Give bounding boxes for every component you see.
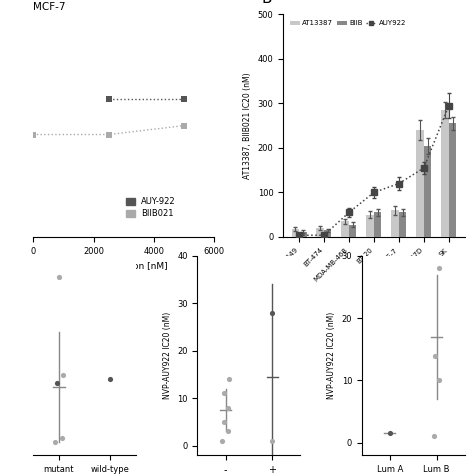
Bar [324, 230, 331, 237]
Bar [341, 221, 349, 237]
Bar [349, 225, 356, 237]
Bar [449, 123, 456, 237]
Bar [317, 228, 324, 237]
Y-axis label: NVP-AUY922 IC20 (nM): NVP-AUY922 IC20 (nM) [327, 312, 336, 399]
Bar [441, 110, 449, 237]
Point [436, 264, 443, 272]
Legend: AT13387, BIIB, AUY922: AT13387, BIIB, AUY922 [287, 18, 409, 29]
Bar [424, 146, 431, 237]
Point [58, 434, 66, 442]
Point [54, 379, 61, 387]
Point [268, 437, 276, 445]
Point [220, 390, 228, 397]
Point [219, 437, 226, 445]
Legend: AUY-922, BIIB021: AUY-922, BIIB021 [123, 194, 179, 222]
Point [106, 375, 114, 383]
Y-axis label: NVP-AUY922 IC20 (nM): NVP-AUY922 IC20 (nM) [163, 312, 172, 399]
Point [430, 433, 438, 440]
Point [220, 418, 228, 426]
Text: B: B [262, 0, 272, 6]
Point [225, 375, 233, 383]
Point [52, 438, 59, 446]
Point [59, 371, 67, 378]
Bar [374, 212, 382, 237]
Bar [299, 232, 307, 237]
Point [386, 429, 393, 437]
Bar [392, 210, 399, 237]
Bar [416, 130, 424, 237]
Bar [292, 229, 299, 237]
Bar [366, 215, 374, 237]
X-axis label: Concentration [nM]: Concentration [nM] [80, 261, 168, 270]
Point [435, 376, 443, 384]
Point [268, 309, 276, 317]
Bar [399, 212, 406, 237]
Text: MCF-7: MCF-7 [33, 2, 66, 12]
Point [55, 273, 63, 281]
Point [225, 404, 232, 411]
Y-axis label: AT13387, BIIB021 IC20 (nM): AT13387, BIIB021 IC20 (nM) [243, 73, 252, 179]
Point [224, 428, 232, 435]
Point [431, 352, 439, 359]
